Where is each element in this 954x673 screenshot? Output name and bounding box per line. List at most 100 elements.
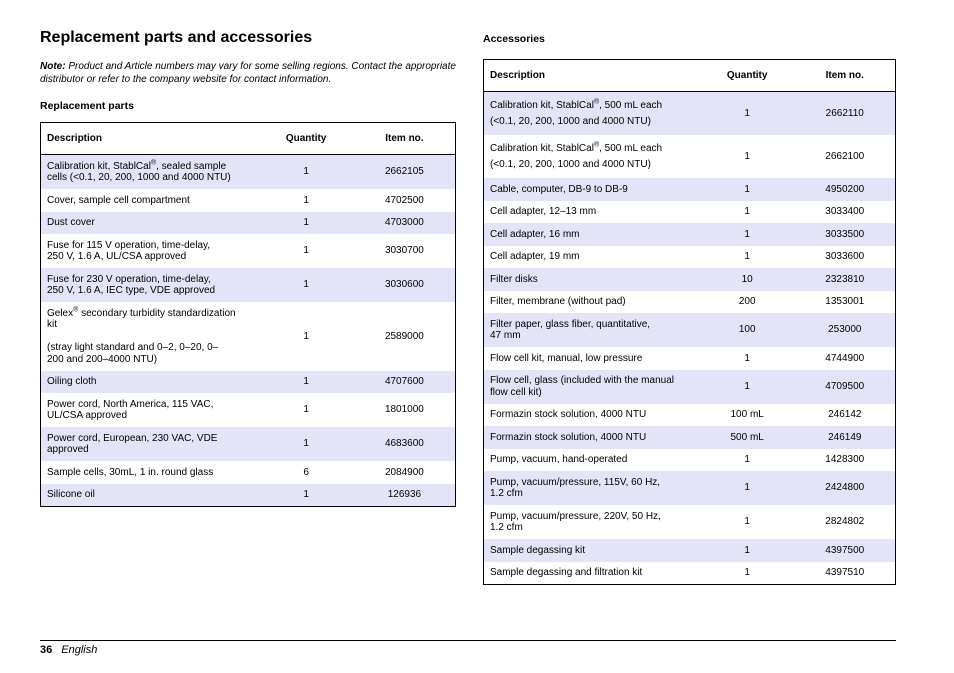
table-row: Filter, membrane (without pad) 200 1353001 bbox=[483, 290, 896, 313]
cell-item-no: 2589000 bbox=[384, 330, 424, 342]
page-language: English bbox=[61, 644, 98, 656]
cell-quantity: 1 bbox=[744, 482, 750, 494]
cell-description: Filter, membrane (without pad) bbox=[490, 296, 626, 307]
note-paragraph: Note: Product and Article numbers may va… bbox=[40, 60, 456, 86]
cell-item-no: 1801000 bbox=[384, 404, 424, 416]
cell-description: Power cord, North America, 115 VAC, UL/C… bbox=[47, 398, 214, 422]
cell-quantity: 1 bbox=[303, 489, 309, 500]
cell-quantity: 200 bbox=[738, 296, 756, 307]
table-row: Fuse for 230 V operation, time-delay, 25… bbox=[40, 268, 456, 302]
table-row: Sample cells, 30mL, 1 in. round glass 6 20… bbox=[40, 461, 456, 484]
cell-description: Power cord, European, 230 VAC, VDE appro… bbox=[47, 432, 218, 456]
accessories-rows: Calibration kit, StablCal®, 500 mL each … bbox=[483, 91, 896, 585]
column-header-description: Description bbox=[483, 59, 700, 92]
table-row: Calibration kit, StablCal®, sealed sampl… bbox=[40, 154, 456, 189]
cell-description: Silicone oil bbox=[47, 489, 95, 500]
cell-item-no: 246149 bbox=[828, 431, 862, 443]
table-row: Dust cover 1 4703000 bbox=[40, 211, 456, 234]
cell-description: Pump, vacuum/pressure, 115V, 60 Hz, 1.2 … bbox=[490, 476, 661, 500]
cell-item-no: 126936 bbox=[387, 489, 422, 500]
cell-description: Pump, vacuum/pressure, 220V, 50 Hz, 1.2 … bbox=[490, 510, 661, 534]
cell-description: Cell adapter, 19 mm bbox=[490, 251, 580, 262]
cell-item-no: 253000 bbox=[828, 324, 862, 336]
note-label: Note: bbox=[40, 61, 66, 72]
table-row: Cell adapter, 16 mm 1 3033500 bbox=[483, 223, 896, 246]
cell-item-no: 2662110 bbox=[825, 107, 864, 119]
page-title: Replacement parts and accessories bbox=[40, 29, 313, 46]
cell-quantity: 1 bbox=[303, 279, 309, 291]
cell-item-no: 4397510 bbox=[825, 567, 865, 578]
table-row: Power cord, European, 230 VAC, VDE appro… bbox=[40, 427, 456, 461]
table-header-row: Description Quantity Item no. bbox=[483, 59, 896, 92]
cell-item-no: 4950200 bbox=[825, 183, 865, 195]
table-row: Sample degassing kit 1 4397500 bbox=[483, 539, 896, 562]
cell-item-no: 2084900 bbox=[384, 466, 424, 478]
cell-item-no: 246142 bbox=[828, 409, 862, 420]
cell-quantity: 1 bbox=[303, 166, 309, 178]
section-heading-replacement-parts: Replacement parts bbox=[40, 100, 134, 112]
column-header-item-no: Item no. bbox=[353, 122, 456, 155]
cell-item-no: 2424800 bbox=[825, 482, 865, 494]
replacement-parts-rows: Calibration kit, StablCal®, sealed sampl… bbox=[40, 154, 456, 507]
column-header-item-no: Item no. bbox=[794, 59, 896, 92]
cell-item-no: 4709500 bbox=[825, 380, 865, 392]
cell-quantity: 1 bbox=[303, 376, 309, 387]
table-row: Sample degassing and filtration kit 1 4397… bbox=[483, 561, 896, 585]
cell-quantity: 1 bbox=[303, 217, 309, 228]
table-row: Power cord, North America, 115 VAC, UL/C… bbox=[40, 393, 456, 427]
cell-description: Formazin stock solution, 4000 NTU bbox=[490, 409, 647, 420]
table-row: Pump, vacuum/pressure, 220V, 50 Hz, 1.2 … bbox=[483, 505, 896, 539]
table-row: Calibration kit, StablCal®, 500 mL each … bbox=[483, 91, 896, 135]
column-header-quantity: Quantity bbox=[699, 59, 795, 92]
cell-item-no: 3033400 bbox=[825, 206, 865, 217]
cell-quantity: 1 bbox=[303, 245, 309, 257]
cell-quantity: 1 bbox=[744, 567, 750, 578]
cell-description: Gelex® secondary turbidity standardizati… bbox=[47, 306, 236, 365]
cell-description: Cover, sample cell compartment bbox=[47, 194, 190, 206]
cell-description: Pump, vacuum, hand-operated bbox=[490, 454, 628, 465]
table-row: Pump, vacuum/pressure, 115V, 60 Hz, 1.2 … bbox=[483, 471, 896, 505]
table-row: Gelex® secondary turbidity standardizati… bbox=[40, 302, 456, 371]
table-row: Formazin stock solution, 4000 NTU 100 mL 2… bbox=[483, 403, 896, 426]
section-heading-accessories: Accessories bbox=[483, 33, 545, 45]
cell-description: Fuse for 115 V operation, time-delay, 25… bbox=[47, 239, 211, 263]
cell-quantity: 1 bbox=[744, 206, 750, 217]
cell-quantity: 500 mL bbox=[730, 431, 764, 443]
cell-description: Cell adapter, 16 mm bbox=[490, 228, 580, 240]
cell-item-no: 3033600 bbox=[825, 251, 865, 262]
right-column: Accessories Description Quantity Item no… bbox=[483, 28, 896, 585]
cell-quantity: 1 bbox=[744, 454, 750, 465]
cell-quantity: 100 bbox=[738, 324, 756, 336]
left-column: Replacement parts and accessories Note: … bbox=[40, 28, 456, 507]
cell-quantity: 1 bbox=[744, 107, 750, 119]
table-row: Filter disks 10 2323810 bbox=[483, 268, 896, 291]
cell-item-no: 2662100 bbox=[825, 150, 865, 162]
cell-quantity: 10 bbox=[741, 273, 753, 285]
cell-quantity: 1 bbox=[744, 380, 750, 392]
table-row: Cover, sample cell compartment 1 4702500 bbox=[40, 189, 456, 212]
cell-description: Oiling cloth bbox=[47, 376, 97, 387]
cell-item-no: 1353001 bbox=[825, 296, 865, 307]
cell-item-no: 4707600 bbox=[384, 376, 424, 387]
cell-description: Dust cover bbox=[47, 217, 95, 228]
table-row: Filter paper, glass fiber, quantitative,… bbox=[483, 313, 896, 347]
cell-description: Flow cell, glass (included with the manu… bbox=[490, 375, 674, 398]
cell-description: Calibration kit, StablCal®, sealed sampl… bbox=[47, 159, 231, 183]
page-number: 36 bbox=[40, 644, 53, 656]
table-row: Cell adapter, 19 mm 1 3033600 bbox=[483, 245, 896, 268]
cell-item-no: 2662105 bbox=[384, 166, 424, 178]
cell-quantity: 1 bbox=[303, 194, 309, 206]
cell-description: Filter paper, glass fiber, quantitative,… bbox=[490, 318, 651, 342]
table-row: Oiling cloth 1 4707600 bbox=[40, 370, 456, 393]
note-text: Product and Article numbers may vary for… bbox=[40, 61, 456, 85]
replacement-parts-table: Description Quantity Item no. Calibratio… bbox=[40, 122, 456, 507]
cell-description: Formazin stock solution, 4000 NTU bbox=[490, 431, 647, 443]
accessories-table: Description Quantity Item no. Calibratio… bbox=[483, 59, 896, 585]
table-row: Silicone oil 1 126936 bbox=[40, 483, 456, 507]
cell-quantity: 1 bbox=[744, 150, 750, 162]
cell-description: Cell adapter, 12–13 mm bbox=[490, 206, 597, 217]
table-row: Flow cell kit, manual, low pressure 1 4744… bbox=[483, 347, 896, 370]
table-row: Flow cell, glass (included with the manu… bbox=[483, 369, 896, 404]
cell-quantity: 100 mL bbox=[730, 409, 764, 420]
cell-item-no: 1428300 bbox=[825, 454, 865, 465]
